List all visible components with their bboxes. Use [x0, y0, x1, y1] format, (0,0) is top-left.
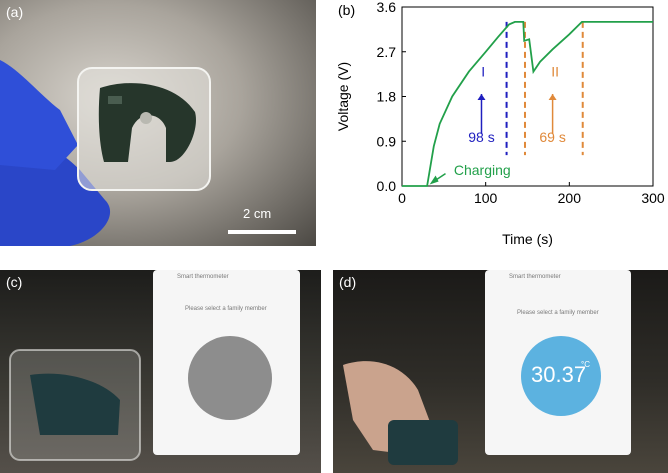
circuit-board: [98, 83, 196, 162]
panel-label-c: (c): [6, 274, 23, 290]
temperature-dial-active: 30.37 °C: [521, 336, 601, 416]
y-tick-label: 0.9: [377, 133, 397, 149]
glove-finger: [0, 60, 78, 170]
phone-screen-d: Smart thermometer Please select a family…: [485, 270, 631, 455]
app-title: Smart thermometer: [177, 274, 229, 280]
member-prompt[interactable]: Please select a family member: [185, 306, 267, 312]
arrow-I-head: [477, 94, 486, 101]
scale-bar-label: 2 cm: [243, 206, 272, 221]
member-prompt[interactable]: Please select a family member: [517, 310, 599, 316]
panel-label-a: (a): [6, 4, 24, 20]
annotation-label: Charging: [454, 162, 511, 178]
photo-panel-c: Smart thermometer Please select a family…: [0, 270, 321, 473]
x-tick-label: 300: [641, 190, 665, 206]
board-chip: [108, 96, 122, 104]
panel-label-d: (d): [339, 274, 357, 290]
panel-label-b: (b): [338, 2, 356, 18]
annotation-label: II: [551, 64, 559, 80]
voltage-series-line: [402, 21, 653, 187]
x-axis-label: Time (s): [502, 231, 553, 247]
x-tick-label: 100: [474, 190, 498, 206]
arrow-II-head: [548, 94, 557, 101]
temperature-unit: °C: [581, 360, 590, 369]
y-tick-label: 1.8: [377, 89, 397, 105]
x-tick-label: 200: [558, 190, 582, 206]
plot-frame: [401, 6, 654, 187]
chart-panel-b: 0 100 200 300 0.0 0.9 1.8 2.7 3.6 Time (s) Voltage…: [320, 0, 668, 268]
annotation-label: I: [481, 64, 485, 80]
x-tick-label: 0: [398, 190, 406, 206]
scale-bar: [228, 230, 296, 234]
device-photo-d: [343, 361, 458, 465]
temperature-dial-idle: [188, 336, 272, 420]
annotation-label: 69 s: [539, 129, 565, 145]
annotation-label: 98 s: [468, 129, 494, 145]
photo-panel-a: (a) 2 cm: [0, 0, 316, 246]
y-axis-label: Voltage (V): [335, 62, 351, 131]
glove-thumb: [0, 141, 111, 246]
temperature-readout: 30.37: [531, 362, 587, 387]
board-component: [140, 112, 152, 124]
y-tick-label: 2.7: [377, 44, 397, 60]
circuit-board: [30, 373, 120, 435]
device-photo-c: [9, 349, 141, 461]
device-photo: [0, 60, 296, 246]
circuit-board: [388, 420, 458, 465]
y-tick-label: 3.6: [377, 0, 397, 15]
photo-panel-d: Smart thermometer Please select a family…: [333, 270, 668, 473]
phone-screen-c: Smart thermometer Please select a family…: [153, 270, 300, 455]
voltage-chart: 0 100 200 300 0.0 0.9 1.8 2.7 3.6 Time (s) Voltage…: [335, 0, 665, 247]
app-title: Smart thermometer: [509, 274, 561, 280]
y-tick-label: 0.0: [377, 178, 397, 194]
arrow-charging-head: [429, 175, 439, 185]
